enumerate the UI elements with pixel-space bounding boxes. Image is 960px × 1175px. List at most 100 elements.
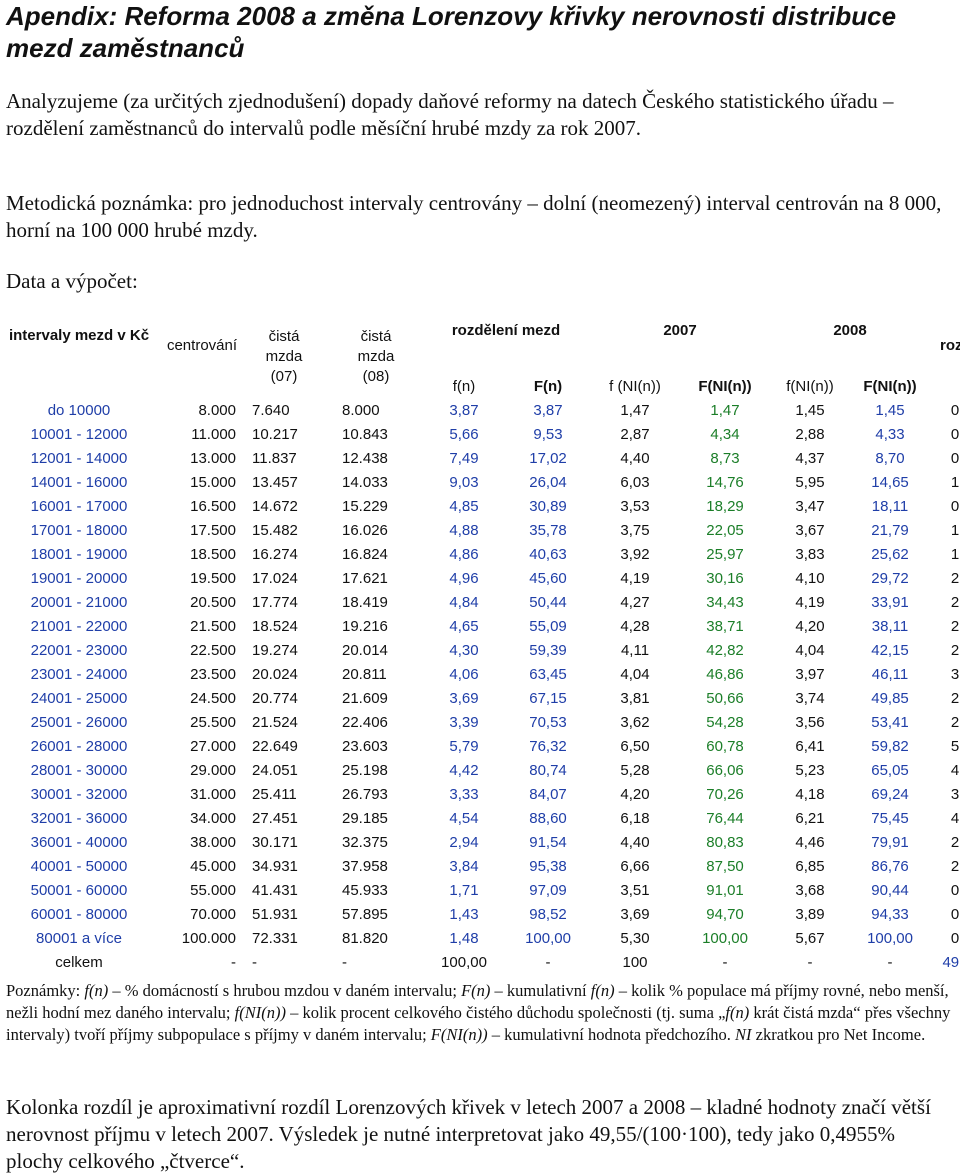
table-cell: 22.406 [342,713,388,731]
table-row: 14001 - 16000 15.000 13.457 14.033 9,03 26,04… [0,470,960,494]
table-cell: 4,86 [449,545,479,563]
table-cell: 2,53 [950,593,960,611]
table-cell: 25,62 [871,545,909,563]
table-cell: 97,09 [529,881,567,899]
table-row: 50001 - 60000 55.000 41.431 45.933 1,71 97,09… [0,878,960,902]
table-cell: 76,32 [529,737,567,755]
table-cell: 45.000 [190,857,236,875]
table-cell: 21.500 [190,617,236,635]
table-cell: 25.500 [190,713,236,731]
table-cell: 9,03 [449,473,479,491]
table-cell: 26.793 [342,785,388,803]
table-cell: 19.500 [190,569,236,587]
table-cell: 2,87 [620,425,650,443]
table-cell: 23.603 [342,737,388,755]
table-cell: 3,69 [620,905,650,923]
table-cell: 2,94 [449,833,479,851]
table-cell: 69,24 [871,785,909,803]
table-cell: 21,79 [871,521,909,539]
table-cell: 17.500 [190,521,236,539]
table-cell: 1,71 [449,881,479,899]
header-fn: f(n) [452,377,476,395]
table-cell: 33,91 [871,593,909,611]
table-row: 80001 a více 100.000 72.331 81.820 1,48 100,0… [0,926,960,950]
table-cell: 79,91 [871,833,909,851]
notes-text: – kolik procent celkového čistého důchod… [285,1003,726,1022]
notes-term: f(n) [590,981,615,1000]
table-cell: 2,92 [950,641,960,659]
table-cell: 20.774 [252,689,298,707]
table-cell: 3,56 [795,713,825,731]
table-cell: 18.500 [190,545,236,563]
table-cell: 17001 - 18000 [30,521,128,539]
header-fni08: f(NI(n)) [786,377,834,395]
table-cell: 8,73 [710,449,740,467]
table-cell: 1,69 [950,545,960,563]
table-row: 60001 - 80000 70.000 51.931 57.895 1,43 98,52… [0,902,960,926]
table-cell: 4,85 [449,497,479,515]
table-cell: 4,84 [449,593,479,611]
table-cell: 25001 - 26000 [30,713,128,731]
table-cell: 51.931 [252,905,298,923]
page-title: Apendix: Reforma 2008 a změna Lorenzovy … [6,1,897,63]
header-diff: rozdíl [940,336,960,354]
table-row: 22001 - 23000 22.500 19.274 20.014 4,30 59,39… [0,638,960,662]
table-cell: 0,00 [950,929,960,947]
table-cell: 3,84 [449,857,479,875]
table-cell: 17,02 [529,449,567,467]
table-cell: 49,85 [871,689,909,707]
table-cell: 50001 - 60000 [30,881,128,899]
table-cell: 37.958 [342,857,388,875]
table-cell: 5,79 [449,737,479,755]
table-row: 26001 - 28000 27.000 22.649 23.603 5,79 76,32… [0,734,960,758]
table-cell: 3,74 [795,689,825,707]
table-cell: 3,51 [620,881,650,899]
table-row: 16001 - 17000 16.500 14.672 15.229 4,85 30,89… [0,494,960,518]
table-cell: 4,96 [449,569,479,587]
table-cell: 4,33 [875,425,905,443]
table-cell: 6,21 [795,809,825,827]
table-cell: 8.000 [198,401,236,419]
table-cell: 42,82 [706,641,744,659]
table-cell: do 10000 [47,401,111,419]
table-cell: 53,41 [871,713,909,731]
table-cell: 81.820 [342,929,388,947]
table-cell: 50,44 [529,593,567,611]
table-cell: - [231,953,236,971]
table-cell: 90,44 [871,881,909,899]
table-cell: 4,42 [449,761,479,779]
table-cell: 4,48 [950,809,960,827]
table-cell: 26,04 [529,473,567,491]
table-row: 23001 - 24000 23.500 20.024 20.811 4,06 63,45… [0,662,960,686]
table-cell: 13.000 [190,449,236,467]
table-cell: - [545,953,551,971]
table-cell: 24001 - 25000 [30,689,128,707]
table-cell: 4,11 [620,641,650,659]
table-cell: 57.895 [342,905,388,923]
table-cell: 5,95 [795,473,825,491]
table-row: 40001 - 50000 45.000 34.931 37.958 3,84 95,38… [0,854,960,878]
table-cell: 20.811 [342,665,387,683]
table-cell: 17.621 [342,569,388,587]
table-cell: 3,87 [533,401,563,419]
table-cell: 3,67 [795,521,825,539]
table-cell: 3,40 [950,785,960,803]
table-cell: 17.024 [252,569,298,587]
header-Fn: F(n) [533,377,563,395]
table-cell: 88,60 [529,809,567,827]
table-cell: 4,40 [620,833,650,851]
table-row: do 10000 8.000 7.640 8.000 3,87 3,87 1,47 1,47 1… [0,398,960,422]
table-cell: 18.524 [252,617,298,635]
table-cell: 55.000 [190,881,236,899]
table-cell: 29.000 [190,761,236,779]
table-row: 12001 - 14000 13.000 11.837 12.438 7,49 17,02… [0,446,960,470]
table-cell: 22001 - 23000 [30,641,128,659]
table-cell: 4,27 [620,593,650,611]
notes-text: – kolik % populace má příjmy rovné, nebo… [6,981,949,1022]
table-cell: - [887,953,893,971]
header-2007: 2007 [663,322,697,339]
table-cell: 20.500 [190,593,236,611]
table-cell: 3,04 [950,665,960,683]
table-cell: - [722,953,728,971]
table-cell: 100.000 [181,929,236,947]
